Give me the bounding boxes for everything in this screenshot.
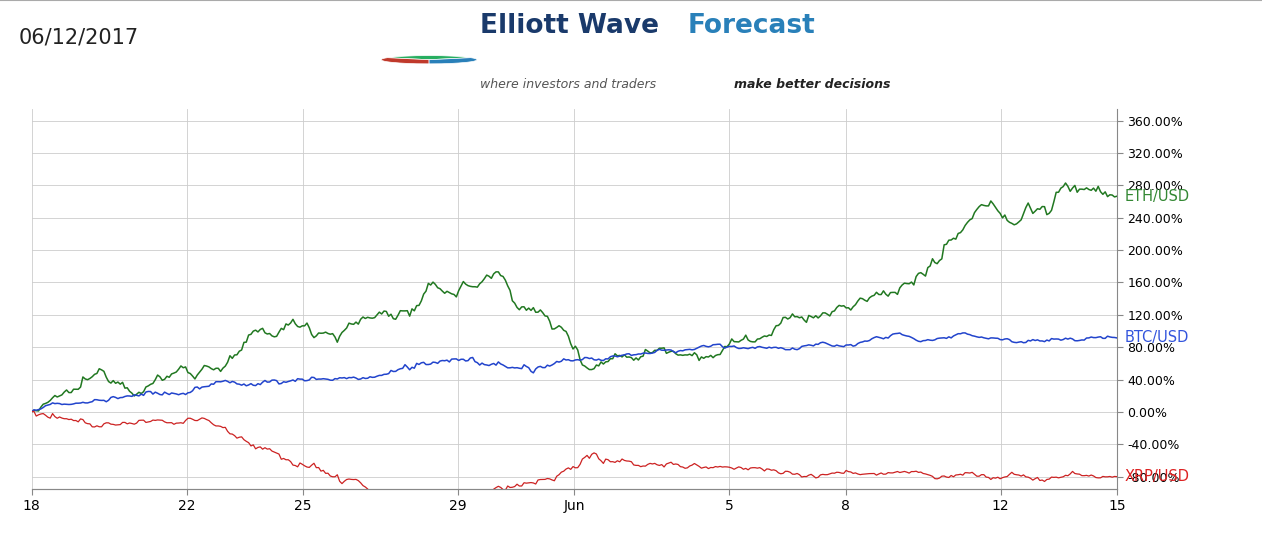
Text: Forecast: Forecast: [688, 13, 815, 39]
Text: BTC/USD: BTC/USD: [1124, 331, 1189, 345]
Text: XRP/USD: XRP/USD: [1124, 469, 1190, 484]
Wedge shape: [381, 58, 429, 64]
Text: where investors and traders: where investors and traders: [480, 78, 660, 91]
Text: Elliott Wave: Elliott Wave: [480, 13, 668, 39]
Text: 06/12/2017: 06/12/2017: [19, 27, 139, 47]
Text: make better decisions: make better decisions: [734, 78, 891, 91]
Text: ETH/USD: ETH/USD: [1124, 189, 1190, 204]
Wedge shape: [387, 55, 471, 60]
Wedge shape: [429, 58, 477, 64]
